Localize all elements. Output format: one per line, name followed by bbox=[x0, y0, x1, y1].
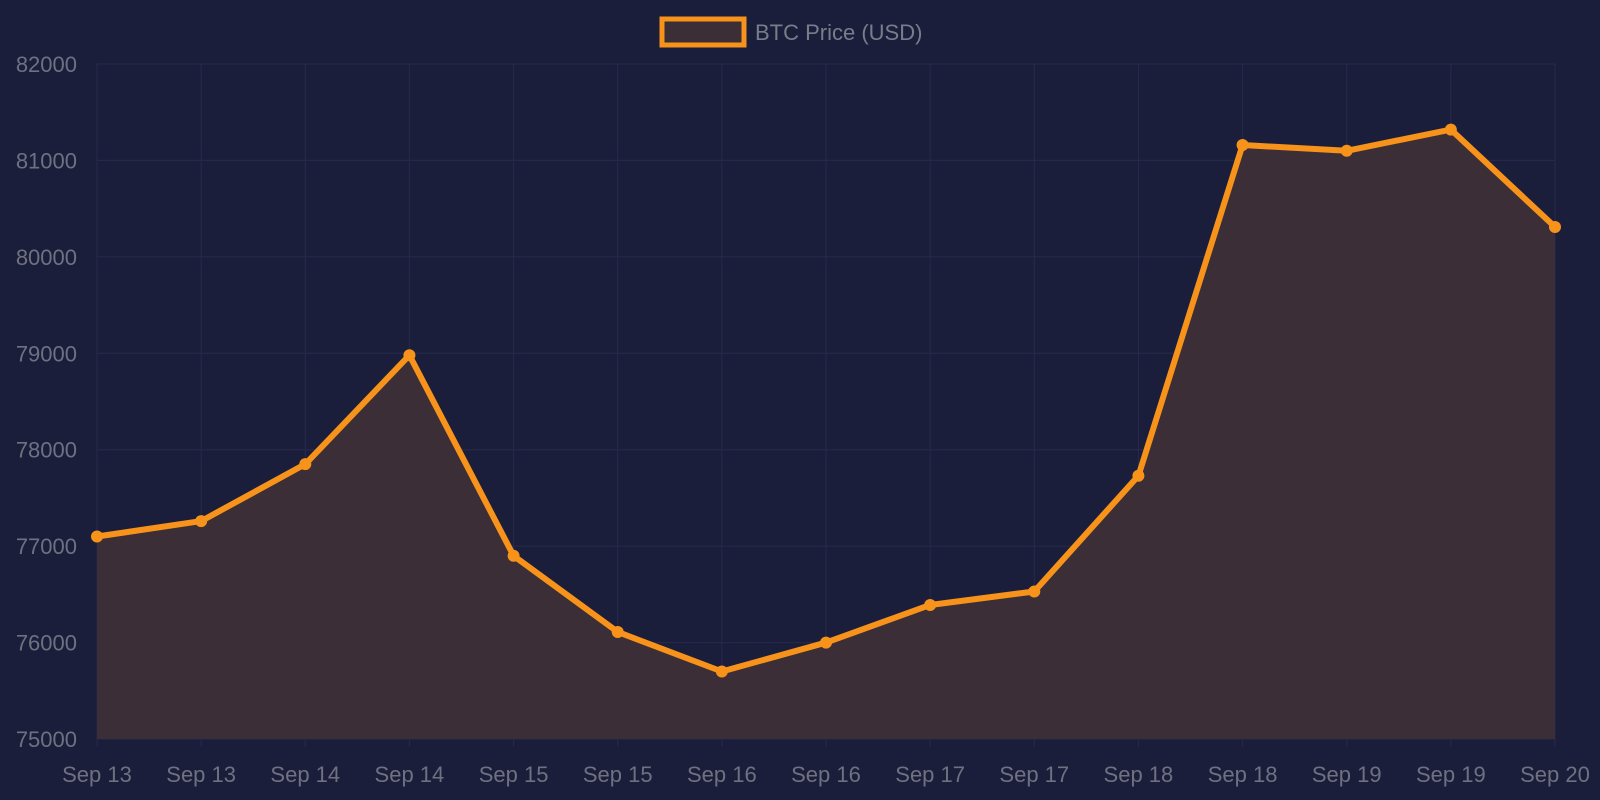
y-tick-label: 77000 bbox=[16, 534, 77, 559]
x-tick-label: Sep 14 bbox=[375, 762, 445, 787]
data-point[interactable] bbox=[91, 530, 103, 543]
legend-label[interactable]: BTC Price (USD) bbox=[755, 20, 922, 45]
legend-swatch[interactable] bbox=[659, 16, 747, 48]
x-tick-label: Sep 18 bbox=[1208, 762, 1278, 787]
y-tick-label: 81000 bbox=[16, 148, 77, 173]
y-axis: 75000 76000 77000 78000 79000 80000 81000 82000 bbox=[16, 52, 77, 752]
x-tick-label: Sep 14 bbox=[270, 762, 340, 787]
data-point[interactable] bbox=[611, 625, 624, 638]
x-tick-label: Sep 15 bbox=[583, 762, 653, 787]
x-tick-label: Sep 19 bbox=[1312, 762, 1382, 787]
data-point[interactable] bbox=[924, 598, 937, 611]
data-point[interactable] bbox=[1549, 220, 1561, 233]
x-tick-label: Sep 18 bbox=[1104, 762, 1174, 787]
y-tick-label: 79000 bbox=[16, 341, 77, 366]
x-tick-label: Sep 15 bbox=[479, 762, 549, 787]
x-tick-label: Sep 16 bbox=[687, 762, 757, 787]
x-tick-label: Sep 13 bbox=[62, 762, 132, 787]
y-tick-label: 78000 bbox=[16, 438, 77, 463]
x-tick-label: Sep 20 bbox=[1520, 762, 1590, 787]
data-point[interactable] bbox=[1028, 585, 1041, 598]
data-point[interactable] bbox=[299, 458, 312, 471]
data-point[interactable] bbox=[507, 549, 520, 562]
x-tick-label: Sep 13 bbox=[166, 762, 236, 787]
data-point[interactable] bbox=[1236, 139, 1249, 151]
data-point[interactable] bbox=[195, 515, 208, 528]
x-tick-label: Sep 17 bbox=[895, 762, 965, 787]
data-point[interactable] bbox=[1444, 123, 1457, 136]
area-fill bbox=[97, 129, 1555, 740]
y-tick-label: 80000 bbox=[16, 245, 77, 270]
x-axis: Sep 13 Sep 13 Sep 14 Sep 14 Sep 15 Sep 15 Sep … bbox=[62, 739, 1590, 787]
x-tick-label: Sep 17 bbox=[999, 762, 1069, 787]
data-point[interactable] bbox=[1132, 469, 1145, 482]
y-tick-label: 76000 bbox=[16, 631, 77, 656]
data-point[interactable] bbox=[403, 349, 416, 362]
y-tick-label: 75000 bbox=[16, 727, 77, 752]
data-point[interactable] bbox=[1340, 144, 1353, 157]
data-point[interactable] bbox=[820, 636, 832, 649]
area-layer bbox=[97, 129, 1555, 740]
x-tick-label: Sep 19 bbox=[1416, 762, 1486, 787]
legend[interactable]: BTC Price (USD) bbox=[659, 16, 922, 48]
x-tick-label: Sep 16 bbox=[791, 762, 861, 787]
y-tick-label: 82000 bbox=[16, 52, 77, 77]
points-layer bbox=[91, 123, 1561, 678]
data-point[interactable] bbox=[715, 665, 728, 678]
